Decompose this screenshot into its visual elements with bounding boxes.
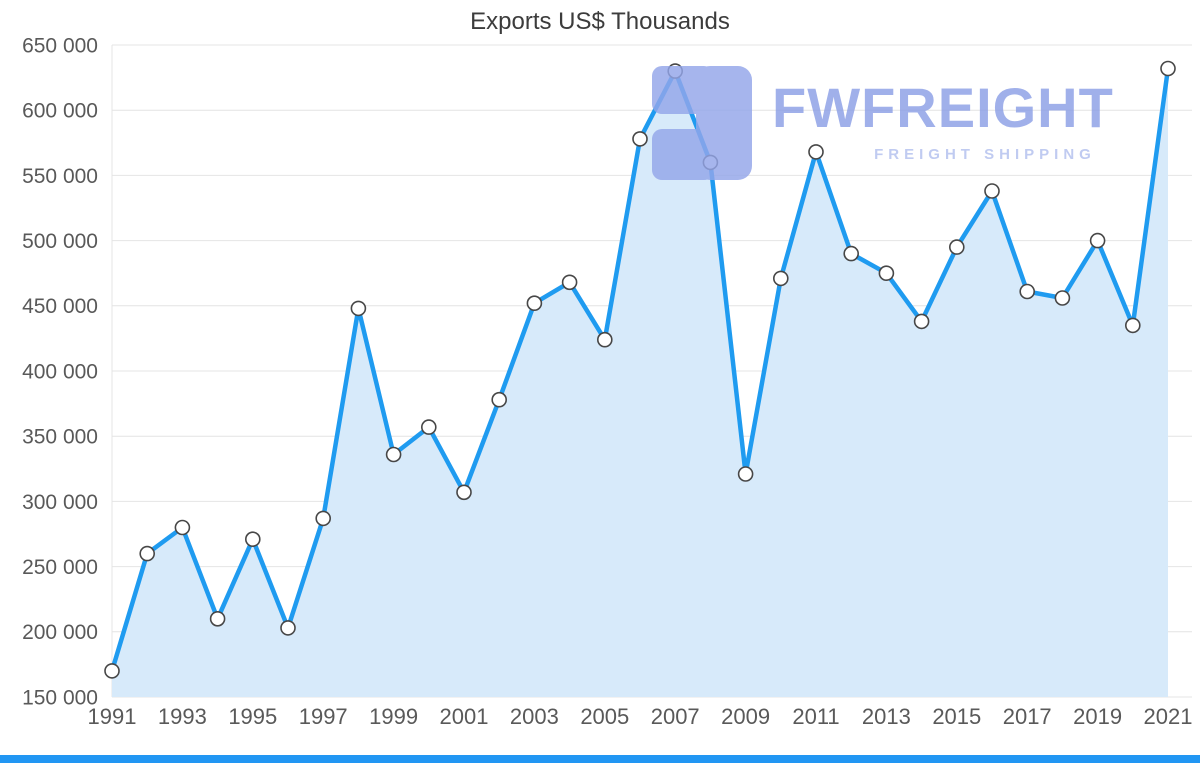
- y-tick-label: 400 000: [22, 360, 98, 383]
- data-point-marker: [913, 313, 930, 330]
- x-tick-label: 2007: [651, 704, 700, 729]
- y-tick-label: 300 000: [22, 491, 98, 514]
- data-point-marker: [984, 183, 1000, 199]
- data-point-marker: [772, 270, 789, 287]
- data-point-marker: [596, 331, 613, 348]
- y-tick-label: 550 000: [22, 165, 98, 188]
- data-point-marker: [420, 419, 437, 435]
- y-tick-label: 200 000: [22, 621, 98, 644]
- x-tick-label: 2021: [1144, 704, 1193, 729]
- footer-accent-bar: [0, 755, 1200, 763]
- chart-title: Exports US$ Thousands: [470, 8, 730, 35]
- y-tick-label: 650 000: [22, 34, 98, 57]
- y-tick-label: 250 000: [22, 556, 98, 579]
- data-point-marker: [385, 446, 402, 463]
- y-tick-label: 450 000: [22, 295, 98, 318]
- x-tick-label: 2019: [1073, 704, 1122, 729]
- data-point-marker: [245, 531, 261, 548]
- x-tick-label: 1995: [228, 704, 277, 729]
- data-point-marker: [561, 274, 578, 291]
- x-tick-label: 2003: [510, 704, 559, 729]
- data-point-marker: [948, 239, 965, 255]
- data-point-marker: [878, 265, 895, 282]
- x-tick-label: 2009: [721, 704, 770, 729]
- data-point-marker: [315, 510, 332, 527]
- data-point-marker: [702, 154, 719, 171]
- data-point-marker: [526, 295, 543, 312]
- x-tick-label: 2013: [862, 704, 911, 729]
- data-point-marker: [104, 663, 120, 679]
- data-point-marker: [209, 610, 226, 627]
- data-point-marker: [280, 620, 296, 636]
- data-point-marker: [808, 144, 824, 160]
- x-tick-label: 1997: [299, 704, 348, 729]
- data-point-marker: [667, 63, 684, 79]
- data-point-marker: [632, 131, 648, 147]
- x-tick-label: 1999: [369, 704, 418, 729]
- area-fill: [112, 68, 1168, 697]
- x-tick-label: 2005: [580, 704, 629, 729]
- y-tick-label: 350 000: [22, 426, 98, 449]
- x-tick-label: 1993: [158, 704, 207, 729]
- data-point-marker: [491, 391, 508, 408]
- data-point-marker: [1160, 60, 1176, 77]
- x-tick-label: 2017: [1003, 704, 1052, 729]
- data-point-marker: [1125, 317, 1141, 334]
- x-tick-label: 2011: [792, 704, 839, 729]
- data-point-marker: [1054, 290, 1071, 306]
- data-point-marker: [1019, 283, 1035, 300]
- y-tick-label: 600 000: [22, 100, 98, 123]
- y-tick-label: 150 000: [22, 686, 98, 709]
- x-tick-label: 1991: [88, 704, 137, 729]
- data-point-marker: [1089, 232, 1106, 249]
- data-point-marker: [456, 484, 472, 501]
- data-point-marker: [139, 545, 155, 562]
- y-tick-label: 500 000: [22, 230, 98, 253]
- x-tick-label: 2001: [440, 704, 489, 729]
- data-point-marker: [350, 300, 367, 317]
- data-point-marker: [174, 519, 191, 536]
- x-tick-label: 2015: [932, 704, 981, 729]
- data-point-marker: [737, 466, 754, 482]
- data-point-marker: [843, 245, 860, 262]
